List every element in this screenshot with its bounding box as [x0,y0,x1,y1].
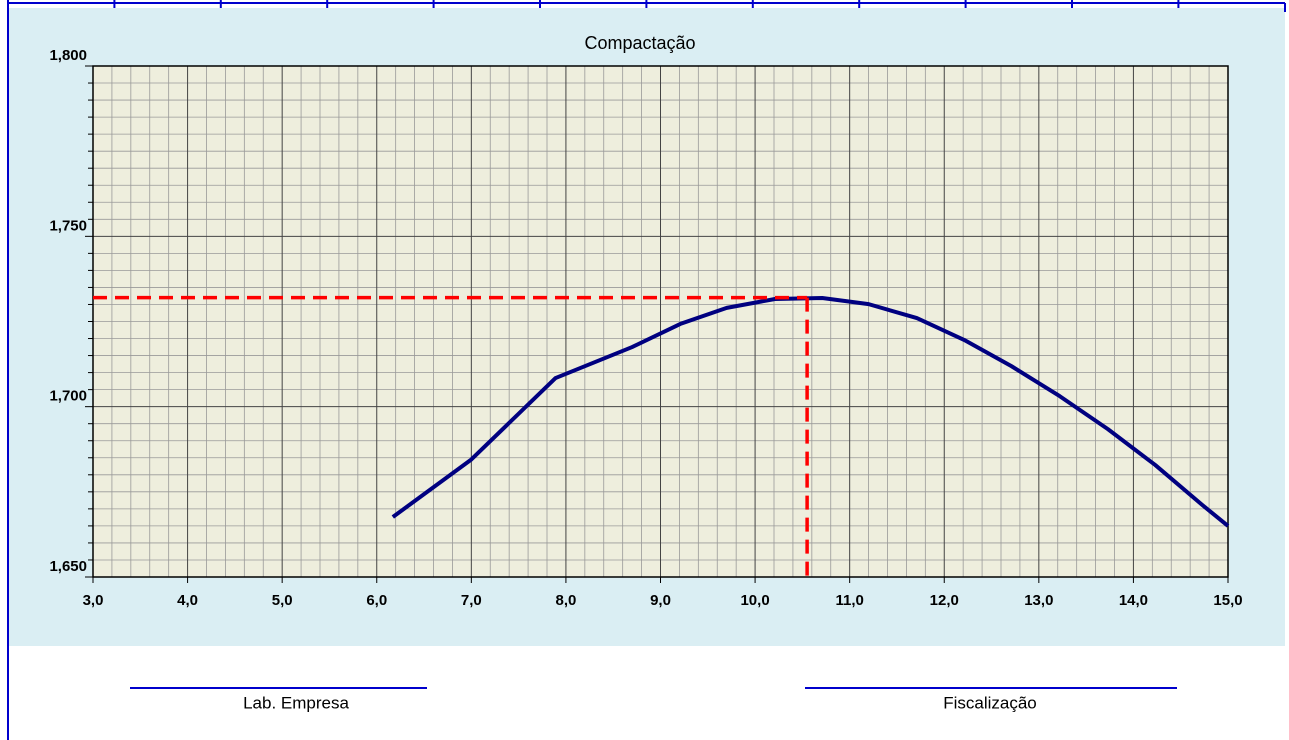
chart-title: Compactação [584,33,695,53]
x-tick-label: 13,0 [1024,592,1053,609]
x-tick-label: 6,0 [366,592,387,609]
x-tick-label: 14,0 [1119,592,1148,609]
x-tick-label: 4,0 [177,592,198,609]
x-tick-label: 10,0 [740,592,769,609]
y-tick-label: 1,650 [49,558,87,575]
x-tick-label: 7,0 [461,592,482,609]
series-line [391,295,1230,528]
x-tick-label: 9,0 [650,592,671,609]
x-tick-label: 8,0 [555,592,576,609]
x-tick-label: 11,0 [835,592,863,609]
y-tick-label: 1,800 [49,47,87,64]
plot-frame [92,65,1229,578]
signature-label: Lab. Empresa [243,693,349,712]
x-tick-label: 12,0 [930,592,959,609]
y-tick-label: 1,700 [49,388,87,405]
x-tick-label: 3,0 [83,592,104,609]
x-tick-label: 15,0 [1213,592,1242,609]
signature-label: Fiscalização [943,693,1037,712]
y-tick-label: 1,750 [49,217,87,234]
x-tick-label: 5,0 [272,592,293,609]
